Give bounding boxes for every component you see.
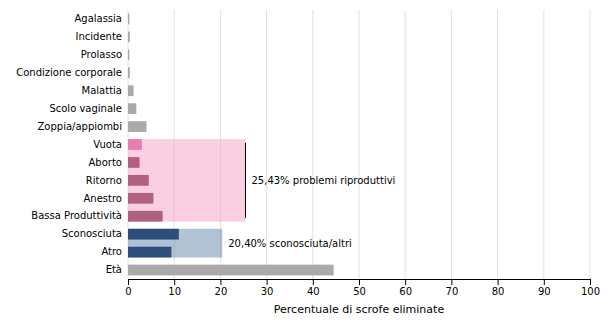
annotation-line [245, 143, 246, 218]
grid [128, 10, 590, 279]
x-tick-mark [220, 279, 221, 285]
group-band [128, 229, 222, 258]
y-tick-label: Aborto [89, 157, 122, 168]
y-tick: Malattia [82, 85, 122, 96]
y-tick-label: Agalassia [74, 13, 122, 24]
x-tick: 100 [581, 279, 600, 297]
y-tick: Condizione corporale [16, 67, 122, 78]
y-tick-label: Malattia [82, 85, 122, 96]
x-tick: 30 [261, 279, 274, 297]
bar [128, 265, 334, 276]
grid-line [497, 10, 498, 279]
x-tick-mark [128, 279, 129, 285]
x-tick: 10 [168, 279, 181, 297]
y-tick: Atro [101, 246, 122, 257]
bar [128, 229, 179, 240]
x-tick-label: 60 [399, 286, 412, 297]
annotation: 20,40% sconosciuta/altri [228, 238, 352, 249]
bar [128, 211, 163, 222]
y-tick-label: Condizione corporale [16, 67, 122, 78]
y-tick: Aborto [89, 157, 122, 168]
plot: 0 10 20 30 40 50 60 70 80 90 100 Età Atro Sconosciuta… [16, 10, 600, 316]
grid-line [590, 10, 591, 279]
y-tick-label: Incidente [76, 31, 122, 42]
x-tick-mark [590, 279, 591, 285]
bar [128, 175, 149, 186]
x-tick-mark [451, 279, 452, 285]
x-tick: 70 [446, 279, 459, 297]
y-tick-label: Anestro [84, 193, 122, 204]
x-tick-mark [267, 279, 268, 285]
grid-line [405, 10, 406, 279]
marks [128, 14, 334, 276]
bar [128, 139, 142, 150]
x-tick-label: 10 [168, 286, 181, 297]
bar [128, 14, 129, 25]
y-tick: Vuota [93, 139, 122, 150]
y-tick: Prolasso [81, 49, 122, 60]
y-tick: Anestro [84, 193, 122, 204]
x-axis-line [129, 280, 591, 286]
x-tick-mark [359, 279, 360, 285]
x-tick-mark [174, 279, 175, 285]
x-tick: 20 [215, 279, 228, 297]
y-tick: Ritorno [86, 175, 122, 186]
x-tick-mark [313, 279, 314, 285]
bar [128, 85, 134, 96]
x-tick: 80 [492, 279, 505, 297]
x-tick-label: 40 [307, 286, 320, 297]
y-tick: Bassa Produttività [31, 210, 122, 221]
bar [128, 32, 130, 43]
chart: 0 10 20 30 40 50 60 70 80 90 100 Età Atro Sconosciuta… [0, 0, 610, 321]
x-tick: 50 [353, 279, 366, 297]
y-tick-label: Atro [101, 246, 122, 257]
y-tick-label: Scolo vaginale [49, 103, 122, 114]
y-tick: Età [106, 264, 122, 275]
y-axis: Età Atro Sconosciuta Bassa Produttività Anes… [16, 13, 122, 275]
bar [128, 247, 171, 258]
y-tick-label: Vuota [93, 139, 122, 150]
x-tick-label: 100 [581, 286, 600, 297]
bar [128, 67, 130, 78]
y-tick: Zoppia/appiombi [37, 121, 122, 132]
x-tick-label: 70 [446, 286, 459, 297]
x-tick-label: 50 [353, 286, 366, 297]
x-tick: 40 [307, 279, 320, 297]
bar [128, 157, 140, 168]
y-tick-label: Bassa Produttività [31, 210, 122, 221]
x-tick: 0 [125, 279, 131, 297]
bar [128, 193, 153, 204]
y-tick-label: Età [106, 264, 122, 275]
x-tick-mark [498, 279, 499, 285]
y-tick-label: Ritorno [86, 175, 122, 186]
bar [128, 103, 136, 114]
x-tick-label: 0 [125, 286, 131, 297]
grid-line [359, 10, 360, 279]
x-tick: 60 [399, 279, 412, 297]
grid-line [451, 10, 452, 279]
x-tick-mark [544, 279, 545, 285]
x-tick-label: 90 [538, 286, 551, 297]
y-tick-label: Sconosciuta [62, 228, 122, 239]
bar [128, 49, 129, 60]
x-axis-title: Percentuale di scrofe eliminate [274, 303, 445, 316]
x-tick: 90 [538, 279, 551, 297]
y-tick-label: Zoppia/appiombi [37, 121, 122, 132]
x-tick-label: 80 [492, 286, 505, 297]
x-axis: 0 10 20 30 40 50 60 70 80 90 100 [125, 279, 600, 297]
annotation: 25,43% problemi riproduttivi [251, 175, 395, 186]
x-tick-label: 30 [261, 286, 274, 297]
grid-line [543, 10, 544, 279]
group-band [128, 139, 245, 221]
x-tick-mark [405, 279, 406, 285]
y-tick: Scolo vaginale [49, 103, 122, 114]
y-tick: Agalassia [74, 13, 122, 24]
x-tick-label: 20 [215, 286, 228, 297]
y-tick: Incidente [76, 31, 122, 42]
y-tick-label: Prolasso [81, 49, 122, 60]
bar [128, 121, 146, 132]
y-tick: Sconosciuta [62, 228, 122, 239]
